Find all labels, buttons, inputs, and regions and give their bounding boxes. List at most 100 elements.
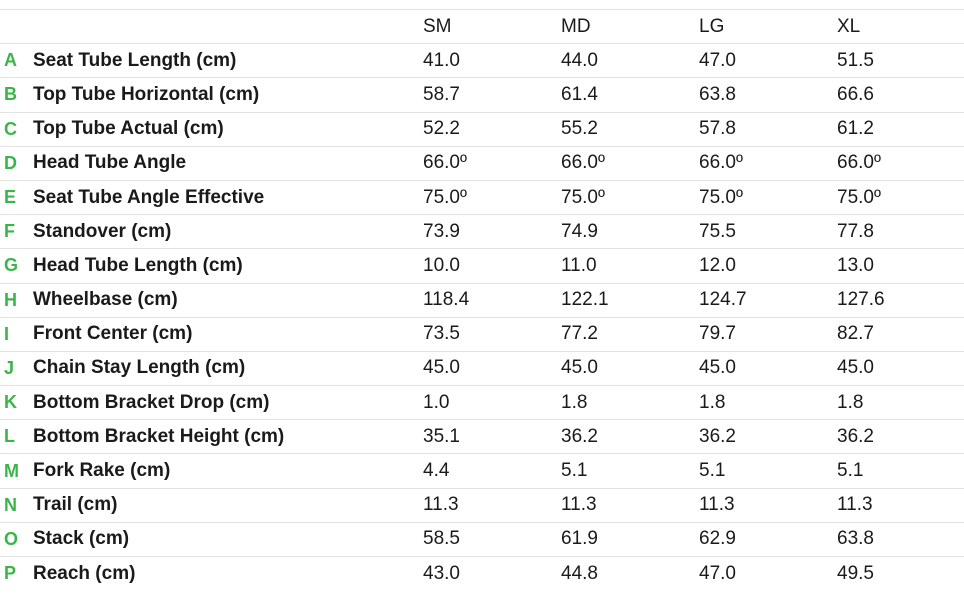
geometry-table-body: SM MD LG XL A Seat Tube Length (cm) 41.0 44… <box>0 9 964 591</box>
value-md: 61.4 <box>561 83 598 105</box>
table-row: F Standover (cm) 73.9 74.9 75.5 77.8 <box>0 214 964 249</box>
measurement-letter: B <box>4 84 17 105</box>
value-xl: 11.3 <box>837 494 873 516</box>
value-lg: 62.9 <box>699 528 736 550</box>
measurement-name: Seat Tube Angle Effective <box>33 186 265 208</box>
measurement-name: Trail (cm) <box>33 494 118 516</box>
table-row: L Bottom Bracket Height (cm) 35.1 36.2 36.2 3… <box>0 419 964 454</box>
measurement-letter: H <box>4 289 17 310</box>
table-row: O Stack (cm) 58.5 61.9 62.9 63.8 <box>0 522 964 556</box>
measurement-letter: F <box>4 221 15 242</box>
measurement-letter: K <box>4 392 17 413</box>
value-md: 61.9 <box>561 528 598 550</box>
measurement-name: Chain Stay Length (cm) <box>33 357 246 379</box>
measurement-name: Stack (cm) <box>33 528 130 550</box>
table-row: K Bottom Bracket Drop (cm) 1.0 1.8 1.8 1.8 <box>0 385 964 420</box>
header-name-cell <box>27 10 422 44</box>
value-sm: 4.4 <box>423 460 450 482</box>
value-md: 122.1 <box>561 289 609 311</box>
value-lg: 47.0 <box>699 562 736 584</box>
measurement-name: Bottom Bracket Height (cm) <box>33 425 285 447</box>
value-lg: 1.8 <box>699 391 726 413</box>
table-row: A Seat Tube Length (cm) 41.0 44.0 47.0 51.5 <box>0 43 964 78</box>
value-sm: 10.0 <box>423 254 460 276</box>
value-sm: 66.0º <box>423 152 467 174</box>
value-sm: 45.0 <box>423 357 460 379</box>
value-md: 44.8 <box>561 562 598 584</box>
value-xl: 66.0º <box>837 152 881 174</box>
value-sm: 35.1 <box>423 425 460 447</box>
value-xl: 61.2 <box>837 118 874 140</box>
table-row: D Head Tube Angle 66.0º 66.0º 66.0º 66.0º <box>0 146 964 180</box>
measurement-letter: C <box>4 118 17 139</box>
measurement-name: Head Tube Angle <box>33 152 187 174</box>
size-header-sm: SM <box>423 15 452 37</box>
value-lg: 124.7 <box>699 289 747 311</box>
table-row: G Head Tube Length (cm) 10.0 11.0 12.0 13.0 <box>0 248 964 283</box>
size-header-xl: XL <box>837 15 861 37</box>
size-header-lg: LG <box>699 15 725 37</box>
value-lg: 66.0º <box>699 152 743 174</box>
measurement-name: Wheelbase (cm) <box>33 289 178 311</box>
measurement-name: Standover (cm) <box>33 220 172 242</box>
value-md: 11.0 <box>561 254 597 276</box>
table-row: J Chain Stay Length (cm) 45.0 45.0 45.0 45.0 <box>0 351 964 385</box>
value-xl: 63.8 <box>837 528 874 550</box>
value-lg: 75.5 <box>699 220 736 242</box>
value-lg: 63.8 <box>699 83 736 105</box>
value-lg: 47.0 <box>699 49 736 71</box>
value-lg: 79.7 <box>699 323 736 345</box>
measurement-name: Front Center (cm) <box>33 323 193 345</box>
header-letter-cell <box>0 10 27 44</box>
measurement-name: Top Tube Actual (cm) <box>33 118 224 140</box>
value-sm: 58.7 <box>423 83 460 105</box>
value-xl: 75.0º <box>837 186 881 208</box>
value-md: 77.2 <box>561 323 598 345</box>
measurement-letter: J <box>4 357 15 378</box>
table-row: E Seat Tube Angle Effective 75.0º 75.0º 75.0… <box>0 180 964 214</box>
value-sm: 73.5 <box>423 323 460 345</box>
table-row: B Top Tube Horizontal (cm) 58.7 61.4 63.8 66.… <box>0 77 964 112</box>
geometry-table: SM MD LG XL A Seat Tube Length (cm) 41.0 44… <box>0 9 964 591</box>
measurement-name: Seat Tube Length (cm) <box>33 49 237 71</box>
value-md: 44.0 <box>561 49 598 71</box>
value-md: 5.1 <box>561 460 588 482</box>
value-md: 55.2 <box>561 118 598 140</box>
value-sm: 75.0º <box>423 186 467 208</box>
value-md: 74.9 <box>561 220 598 242</box>
value-sm: 1.0 <box>423 391 450 413</box>
size-header-md: MD <box>561 15 591 37</box>
table-row: C Top Tube Actual (cm) 52.2 55.2 57.8 61.2 <box>0 112 964 146</box>
table-row: M Fork Rake (cm) 4.4 5.1 5.1 5.1 <box>0 453 964 488</box>
measurement-letter: N <box>4 494 17 515</box>
value-xl: 82.7 <box>837 323 874 345</box>
value-xl: 66.6 <box>837 83 874 105</box>
value-sm: 43.0 <box>423 562 460 584</box>
table-row: H Wheelbase (cm) 118.4 122.1 124.7 127.6 <box>0 283 964 317</box>
measurement-name: Reach (cm) <box>33 562 136 584</box>
value-lg: 45.0 <box>699 357 736 379</box>
value-xl: 5.1 <box>837 460 864 482</box>
value-xl: 77.8 <box>837 220 874 242</box>
measurement-letter: M <box>4 460 19 481</box>
value-xl: 13.0 <box>837 254 874 276</box>
value-xl: 51.5 <box>837 49 874 71</box>
value-sm: 11.3 <box>423 494 459 516</box>
measurement-letter: G <box>4 255 19 276</box>
size-header-row: SM MD LG XL <box>0 9 964 44</box>
value-lg: 5.1 <box>699 460 726 482</box>
value-xl: 127.6 <box>837 289 885 311</box>
value-sm: 52.2 <box>423 118 460 140</box>
table-row: N Trail (cm) 11.3 11.3 11.3 11.3 <box>0 488 964 522</box>
value-xl: 36.2 <box>837 425 874 447</box>
value-lg: 11.3 <box>699 494 735 516</box>
measurement-letter: D <box>4 152 17 173</box>
measurement-name: Bottom Bracket Drop (cm) <box>33 391 270 413</box>
measurement-letter: O <box>4 528 19 549</box>
measurement-letter: I <box>4 323 10 344</box>
measurement-letter: L <box>4 426 15 447</box>
value-lg: 12.0 <box>699 254 736 276</box>
table-row: P Reach (cm) 43.0 44.8 47.0 49.5 <box>0 556 964 591</box>
value-lg: 36.2 <box>699 425 736 447</box>
measurement-letter: A <box>4 50 17 71</box>
